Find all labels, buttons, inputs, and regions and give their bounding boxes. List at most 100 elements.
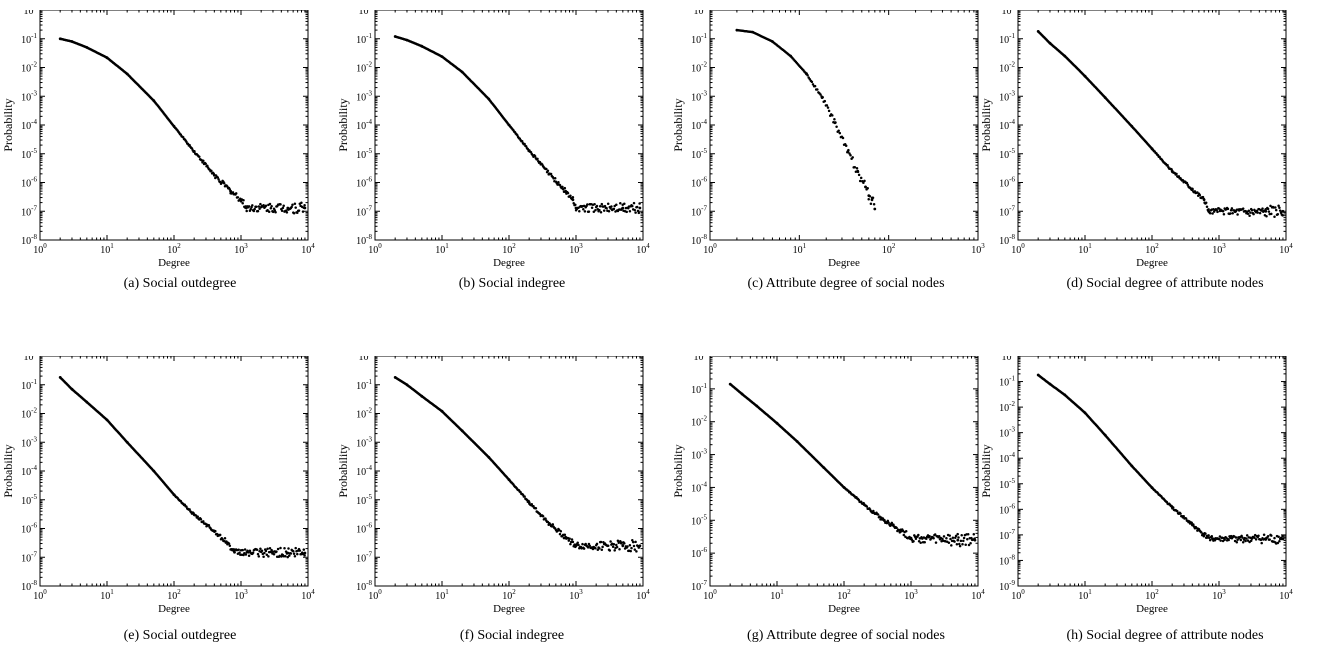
- y-tick-label: 10-2: [999, 400, 1015, 414]
- data-point: [867, 198, 870, 201]
- data-point: [1281, 534, 1284, 538]
- y-tick-label: 10-4: [999, 451, 1015, 465]
- data-point: [561, 185, 564, 189]
- data-point: [243, 548, 247, 551]
- caption-d: (d) Social degree of attribute nodes: [1066, 276, 1264, 291]
- data-point: [890, 521, 894, 525]
- data-point: [1207, 534, 1210, 537]
- data-point: [1261, 207, 1264, 210]
- data-point: [280, 209, 284, 213]
- x-axis-label: Degree: [1136, 603, 1168, 615]
- y-tick-label: 10-5: [999, 147, 1015, 161]
- data-point: [198, 155, 201, 158]
- data-point: [553, 176, 557, 180]
- data-point: [592, 210, 596, 214]
- data-point: [239, 198, 243, 202]
- data-point: [1281, 537, 1285, 541]
- data-point: [286, 551, 290, 555]
- x-tick-label: 101: [435, 242, 449, 256]
- data-point: [1211, 537, 1214, 541]
- data-point: [887, 521, 890, 524]
- data-point: [255, 205, 258, 208]
- data-point: [275, 550, 278, 553]
- data-point: [849, 153, 852, 157]
- data-point: [633, 208, 637, 212]
- data-point: [1241, 541, 1245, 544]
- data-point: [740, 392, 744, 396]
- data-point: [1230, 207, 1234, 210]
- data-point: [594, 546, 597, 550]
- y-tick-label: 10-4: [999, 118, 1015, 132]
- y-tick-label: 10-2: [356, 407, 372, 421]
- data-point: [956, 532, 959, 536]
- data-point: [269, 550, 273, 554]
- data-point: [844, 144, 848, 148]
- y-axis-label: Probability: [979, 444, 993, 497]
- data-point: [951, 536, 955, 540]
- y-tick-label: 10-1: [999, 375, 1015, 389]
- y-tick-label: 10-2: [999, 61, 1015, 75]
- x-tick-label: 100: [703, 588, 717, 602]
- y-tick-label: 10-2: [356, 61, 372, 75]
- x-tick-label: 101: [100, 588, 114, 602]
- data-point: [286, 206, 290, 210]
- plot-d: 100 101 102 103 10410-810-710-610-510-410-31…: [979, 10, 1293, 269]
- data-point: [571, 540, 575, 544]
- data-point: [958, 542, 961, 546]
- data-point: [1253, 536, 1256, 540]
- data-points: [728, 382, 977, 548]
- data-point: [1217, 537, 1221, 541]
- y-tick-label: 10-1: [356, 378, 372, 392]
- data-point: [822, 466, 826, 469]
- plot-frame: [39, 356, 309, 587]
- data-point: [199, 518, 203, 521]
- data-point: [1190, 187, 1194, 191]
- data-point: [864, 185, 867, 189]
- x-tick-label: 103: [1212, 242, 1226, 256]
- data-point: [546, 169, 550, 173]
- data-point: [271, 210, 275, 214]
- y-tick-label: 10-5: [21, 493, 37, 507]
- data-point: [1269, 204, 1272, 208]
- data-point: [751, 30, 754, 34]
- data-point: [507, 123, 511, 127]
- data-point: [827, 109, 831, 113]
- y-tick-label: 10-6: [691, 546, 707, 560]
- x-axis-label: Degree: [158, 603, 190, 615]
- y-tick-label: 10-1: [691, 382, 707, 396]
- data-point: [621, 206, 625, 210]
- data-point: [1198, 193, 1202, 197]
- data-point: [241, 201, 244, 205]
- data-point: [1207, 208, 1210, 211]
- data-point: [1273, 215, 1276, 218]
- data-point: [279, 203, 282, 206]
- x-axis-label: Degree: [158, 257, 190, 269]
- data-point: [1281, 209, 1285, 213]
- plot-e: 100 101 102 103 10410-810-710-610-510-410-31…: [1, 356, 315, 615]
- data-point: [595, 542, 599, 546]
- data-point: [941, 537, 944, 541]
- data-point: [582, 547, 586, 550]
- y-tick-label: 10-2: [691, 61, 707, 75]
- data-point: [259, 547, 262, 551]
- data-point: [892, 523, 895, 526]
- data-point: [795, 440, 799, 443]
- data-point: [728, 382, 732, 386]
- data-point: [1213, 538, 1217, 542]
- data-point: [957, 536, 960, 539]
- data-point: [609, 207, 612, 210]
- data-point: [234, 192, 238, 195]
- data-point: [831, 114, 834, 117]
- data-point: [1266, 534, 1270, 538]
- data-point: [1207, 209, 1210, 213]
- data-point: [302, 548, 306, 551]
- data-point: [1278, 209, 1282, 212]
- plot-b: 100 101 102 103 10410-810-710-610-510-410-31…: [336, 10, 650, 269]
- data-point: [594, 208, 597, 212]
- data-point: [210, 169, 213, 173]
- y-tick-label: 10-3: [356, 89, 372, 103]
- data-point: [241, 548, 244, 552]
- plot-h: 100 101 102 103 10410-910-810-710-610-510-41…: [979, 356, 1293, 615]
- y-tick-label: 10-6: [21, 176, 37, 190]
- x-tick-label: 103: [234, 588, 248, 602]
